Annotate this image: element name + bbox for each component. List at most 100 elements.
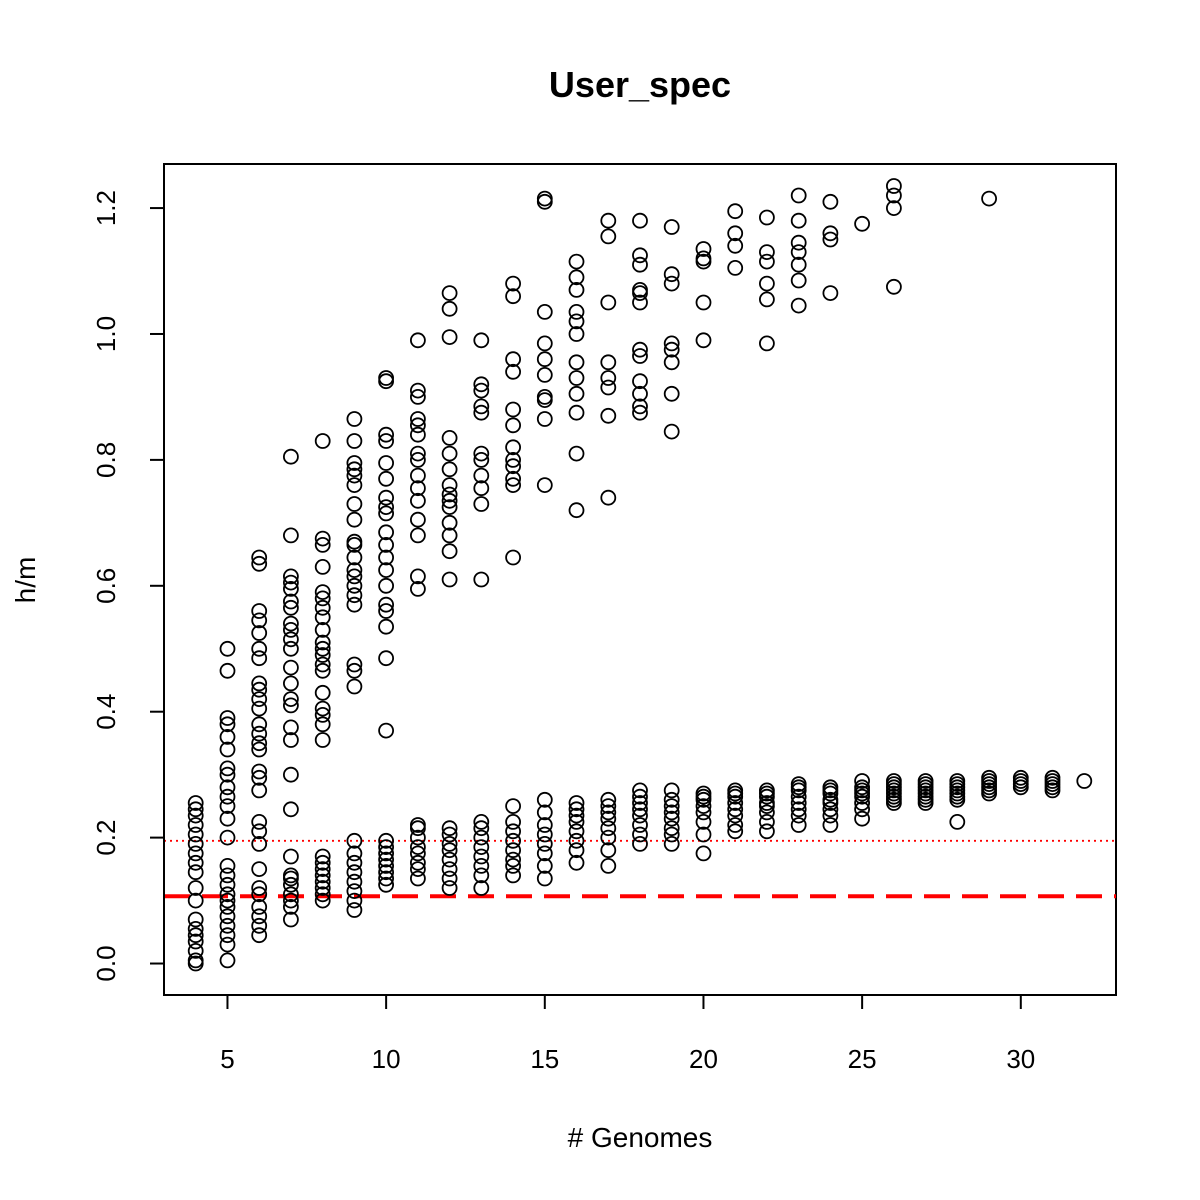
data-point bbox=[314, 707, 331, 723]
data-point bbox=[409, 817, 426, 833]
data-point bbox=[505, 275, 521, 292]
data-point bbox=[505, 832, 521, 849]
data-point bbox=[505, 458, 521, 475]
data-point bbox=[314, 873, 331, 890]
data-point bbox=[790, 256, 807, 273]
data-point bbox=[314, 537, 331, 553]
data-point bbox=[251, 640, 268, 657]
data-point bbox=[568, 281, 585, 298]
data-point bbox=[822, 817, 839, 833]
x-tick-label: 15 bbox=[530, 1044, 559, 1074]
data-point bbox=[695, 332, 712, 349]
data-point bbox=[409, 568, 426, 585]
data-point bbox=[727, 823, 744, 840]
x-axis: 5 10 15 20 25 30 bbox=[220, 994, 1035, 1074]
data-point bbox=[219, 917, 236, 934]
data-point bbox=[409, 839, 426, 855]
data-point bbox=[282, 659, 299, 676]
data-point bbox=[473, 867, 490, 884]
data-point bbox=[251, 735, 268, 752]
data-point bbox=[759, 814, 775, 830]
data-point bbox=[346, 549, 363, 566]
data-point bbox=[536, 351, 553, 368]
y-tick-label: 1.2 bbox=[91, 190, 121, 226]
data-point bbox=[219, 766, 236, 783]
data-point bbox=[346, 496, 363, 512]
data-point bbox=[314, 530, 331, 547]
data-point bbox=[219, 788, 236, 805]
data-point bbox=[314, 622, 331, 638]
data-point bbox=[568, 354, 585, 371]
data-point bbox=[441, 880, 458, 896]
data-point bbox=[441, 429, 458, 446]
data-point bbox=[409, 467, 426, 484]
data-point bbox=[251, 603, 268, 619]
data-point bbox=[536, 791, 553, 808]
data-point bbox=[886, 200, 902, 217]
x-axis-label: # Genomes bbox=[568, 1122, 713, 1153]
data-point bbox=[409, 511, 426, 528]
data-point bbox=[219, 662, 236, 679]
data-point bbox=[282, 581, 299, 597]
data-point bbox=[505, 814, 521, 830]
data-point bbox=[251, 555, 268, 572]
data-point bbox=[346, 873, 363, 890]
data-point bbox=[346, 662, 363, 679]
data-point bbox=[505, 477, 521, 494]
data-point bbox=[854, 801, 870, 818]
data-point bbox=[727, 237, 744, 254]
data-point bbox=[282, 848, 299, 865]
data-point bbox=[441, 842, 458, 859]
data-point bbox=[314, 716, 331, 733]
data-point bbox=[441, 285, 458, 302]
data-point bbox=[378, 524, 395, 541]
data-point bbox=[790, 788, 807, 805]
data-point bbox=[949, 773, 966, 789]
data-point bbox=[346, 854, 363, 871]
data-point bbox=[251, 625, 268, 641]
data-point bbox=[632, 348, 648, 364]
data-points bbox=[187, 178, 1093, 972]
data-point bbox=[282, 448, 299, 465]
data-point bbox=[219, 876, 236, 893]
data-point bbox=[282, 622, 299, 638]
chart-title: User_spec bbox=[549, 64, 731, 105]
data-point bbox=[600, 354, 617, 371]
data-point bbox=[251, 917, 268, 934]
data-point bbox=[314, 861, 331, 877]
data-point bbox=[219, 936, 236, 953]
data-point bbox=[314, 854, 331, 871]
data-point bbox=[886, 187, 902, 204]
data-point bbox=[378, 650, 395, 667]
data-point bbox=[378, 433, 395, 449]
data-point bbox=[378, 851, 395, 868]
data-point bbox=[854, 773, 870, 789]
data-point bbox=[346, 832, 363, 849]
data-point bbox=[346, 511, 363, 528]
data-point bbox=[473, 451, 490, 468]
data-point bbox=[600, 791, 617, 808]
data-point bbox=[505, 470, 521, 487]
data-point bbox=[536, 190, 553, 207]
data-point bbox=[346, 433, 363, 449]
data-point bbox=[790, 234, 807, 251]
data-point bbox=[378, 876, 395, 893]
x-tick-label: 20 bbox=[689, 1044, 718, 1074]
data-point bbox=[759, 823, 775, 840]
data-point bbox=[378, 839, 395, 855]
data-point bbox=[251, 549, 268, 566]
data-point bbox=[822, 791, 839, 808]
data-point bbox=[600, 379, 617, 396]
data-point bbox=[568, 269, 585, 286]
data-point bbox=[251, 650, 268, 667]
data-point bbox=[219, 927, 236, 944]
data-point bbox=[187, 911, 204, 928]
data-point bbox=[441, 492, 458, 509]
data-point bbox=[473, 467, 490, 484]
data-point bbox=[441, 861, 458, 877]
data-point bbox=[346, 596, 363, 613]
data-point bbox=[378, 426, 395, 443]
data-point bbox=[473, 445, 490, 462]
data-point bbox=[409, 581, 426, 597]
y-axis: 0.0 0.2 0.4 0.6 0.8 1.0 1.2 bbox=[91, 190, 165, 982]
